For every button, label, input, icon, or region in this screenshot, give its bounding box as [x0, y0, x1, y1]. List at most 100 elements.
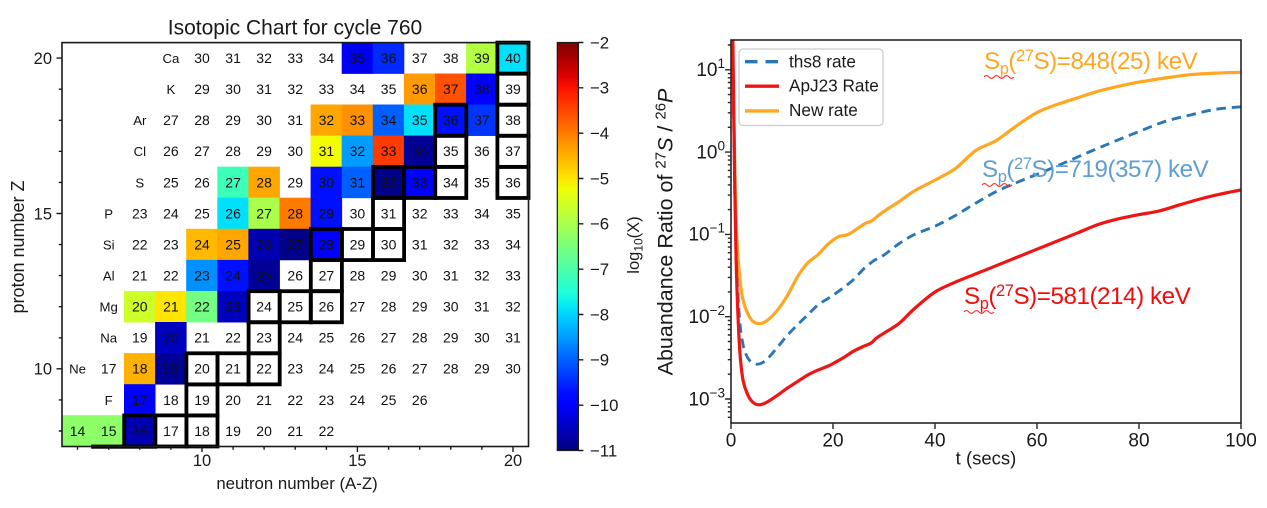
svg-text:26: 26: [225, 205, 241, 221]
svg-text:29: 29: [287, 174, 303, 190]
svg-text:28: 28: [194, 112, 210, 128]
svg-text:100: 100: [1225, 431, 1257, 452]
svg-text:24: 24: [256, 299, 272, 315]
svg-text:28: 28: [319, 237, 335, 253]
svg-text:30: 30: [194, 50, 210, 66]
svg-text:40: 40: [924, 431, 945, 452]
svg-text:31: 31: [319, 143, 335, 159]
svg-text:37: 37: [505, 143, 521, 159]
svg-text:25: 25: [319, 330, 335, 346]
svg-text:10−2: 10−2: [688, 303, 725, 328]
svg-text:23: 23: [287, 361, 303, 377]
svg-text:31: 31: [505, 330, 521, 346]
svg-text:29: 29: [194, 81, 210, 97]
svg-text:24: 24: [194, 237, 210, 253]
svg-text:27: 27: [287, 237, 303, 253]
svg-text:27: 27: [194, 143, 210, 159]
svg-text:32: 32: [287, 81, 303, 97]
svg-text:neutron number (A-Z): neutron number (A-Z): [216, 474, 377, 493]
svg-text:26: 26: [412, 392, 428, 408]
svg-text:23: 23: [163, 237, 179, 253]
svg-text:34: 34: [412, 143, 428, 159]
svg-text:23: 23: [225, 299, 241, 315]
svg-text:26: 26: [319, 299, 335, 315]
svg-text:16: 16: [132, 423, 148, 439]
svg-text:29: 29: [381, 268, 397, 284]
svg-text:0: 0: [726, 431, 737, 452]
svg-text:23: 23: [132, 205, 148, 221]
svg-text:t (secs): t (secs): [956, 448, 1017, 469]
svg-text:32: 32: [443, 237, 459, 253]
svg-text:22: 22: [194, 299, 210, 315]
svg-text:21: 21: [256, 392, 272, 408]
svg-text:30: 30: [256, 112, 272, 128]
svg-text:Mg: Mg: [100, 300, 118, 315]
svg-text:21: 21: [163, 299, 179, 315]
svg-text:14: 14: [70, 423, 86, 439]
svg-text:38: 38: [505, 112, 521, 128]
svg-text:F: F: [105, 393, 113, 408]
svg-text:34: 34: [474, 205, 490, 221]
svg-text:32: 32: [505, 299, 521, 315]
svg-text:26: 26: [163, 143, 179, 159]
svg-text:S: S: [135, 175, 144, 190]
svg-text:25: 25: [225, 237, 241, 253]
svg-text:ApJ23 Rate: ApJ23 Rate: [789, 76, 879, 96]
svg-text:27: 27: [412, 361, 428, 377]
svg-text:28: 28: [443, 361, 459, 377]
svg-text:27: 27: [225, 174, 241, 190]
svg-text:24: 24: [225, 268, 241, 284]
svg-text:15: 15: [101, 423, 117, 439]
svg-text:36: 36: [474, 143, 490, 159]
svg-text:40: 40: [505, 50, 521, 66]
svg-text:25: 25: [287, 299, 303, 315]
svg-text:−3: −3: [590, 79, 609, 98]
svg-text:Ca: Ca: [162, 51, 180, 66]
svg-text:39: 39: [505, 81, 521, 97]
svg-text:31: 31: [287, 112, 303, 128]
svg-text:Si: Si: [103, 238, 115, 253]
svg-text:37: 37: [412, 50, 428, 66]
svg-text:22: 22: [256, 361, 272, 377]
svg-text:24: 24: [319, 361, 335, 377]
svg-text:35: 35: [350, 50, 366, 66]
svg-text:24: 24: [287, 330, 303, 346]
svg-text:26: 26: [287, 268, 303, 284]
svg-text:27: 27: [381, 330, 397, 346]
svg-text:20: 20: [256, 423, 272, 439]
svg-text:60: 60: [1026, 431, 1047, 452]
svg-text:35: 35: [412, 112, 428, 128]
svg-text:21: 21: [194, 330, 210, 346]
svg-text:31: 31: [412, 237, 428, 253]
svg-text:Abuandance Ratio of 27S / 26P: Abuandance Ratio of 27S / 26P: [653, 88, 678, 375]
svg-text:32: 32: [319, 112, 335, 128]
svg-text:27: 27: [350, 299, 366, 315]
svg-text:28: 28: [256, 174, 272, 190]
svg-text:New rate: New rate: [789, 100, 858, 120]
svg-text:−5: −5: [590, 169, 609, 188]
svg-text:21: 21: [287, 423, 303, 439]
svg-text:28: 28: [287, 205, 303, 221]
svg-text:30: 30: [412, 268, 428, 284]
svg-text:33: 33: [505, 268, 521, 284]
svg-text:10: 10: [193, 452, 211, 470]
svg-text:33: 33: [381, 143, 397, 159]
svg-text:Ar: Ar: [133, 113, 147, 128]
svg-text:18: 18: [163, 392, 179, 408]
svg-text:20: 20: [194, 361, 210, 377]
svg-text:33: 33: [319, 81, 335, 97]
svg-text:−9: −9: [590, 351, 609, 370]
svg-text:25: 25: [381, 392, 397, 408]
svg-text:36: 36: [505, 174, 521, 190]
svg-text:Cl: Cl: [134, 144, 147, 159]
svg-text:−6: −6: [590, 215, 609, 234]
svg-text:23: 23: [194, 268, 210, 284]
svg-text:33: 33: [443, 205, 459, 221]
svg-text:25: 25: [194, 205, 210, 221]
svg-text:32: 32: [350, 143, 366, 159]
svg-text:19: 19: [194, 392, 210, 408]
svg-text:30: 30: [319, 174, 335, 190]
svg-text:29: 29: [319, 205, 335, 221]
svg-text:30: 30: [225, 81, 241, 97]
svg-text:P: P: [104, 206, 113, 221]
